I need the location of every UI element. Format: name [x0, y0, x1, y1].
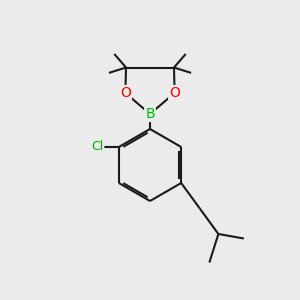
Text: O: O: [169, 86, 180, 100]
Text: Cl: Cl: [91, 140, 103, 154]
Text: O: O: [120, 86, 131, 100]
Text: B: B: [145, 107, 155, 121]
